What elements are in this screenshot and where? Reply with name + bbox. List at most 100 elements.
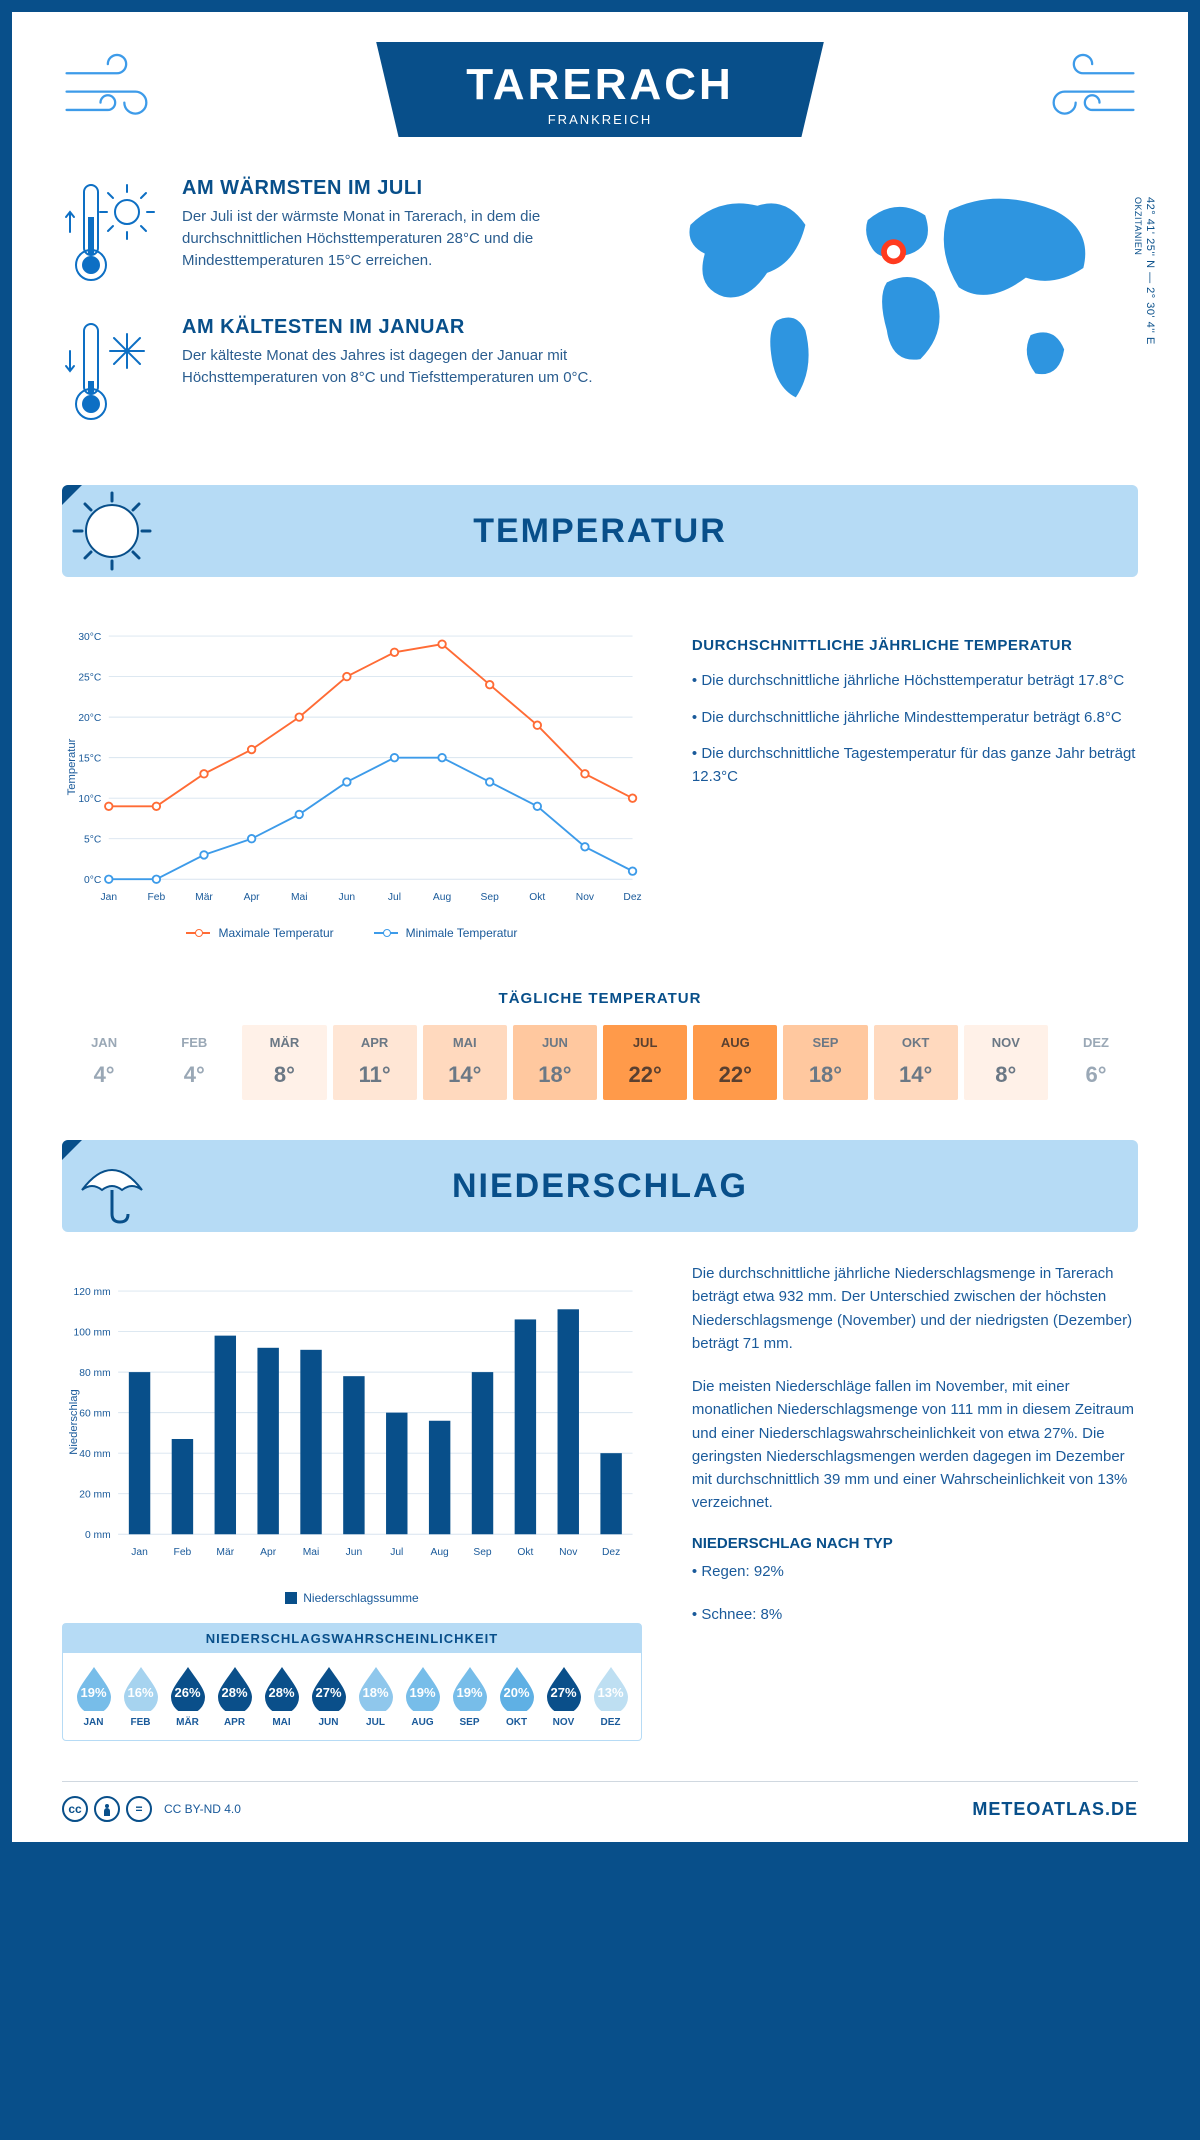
probability-cell: 19%JAN (71, 1665, 116, 1728)
probability-box: NIEDERSCHLAGSWAHRSCHEINLICHKEIT 19%JAN16… (62, 1623, 642, 1741)
sun-icon (70, 489, 154, 573)
svg-text:Feb: Feb (174, 1547, 192, 1558)
svg-text:Jun: Jun (346, 1547, 363, 1558)
svg-text:60 mm: 60 mm (79, 1408, 110, 1419)
page-subtitle: FRANKREICH (466, 112, 734, 127)
license-text: CC BY-ND 4.0 (164, 1802, 241, 1816)
daily-temp-cell: JAN4° (62, 1025, 146, 1100)
svg-text:Jan: Jan (131, 1547, 148, 1558)
daily-temp-cell: MAI14° (423, 1025, 507, 1100)
temperature-line-chart: 0°C5°C10°C15°C20°C25°C30°CJanFebMärAprMa… (62, 607, 642, 927)
wind-icon (62, 42, 172, 132)
daily-temp-cell: AUG22° (693, 1025, 777, 1100)
temp-legend: Maximale Temperatur Minimale Temperatur (62, 926, 642, 940)
daily-temp-cell: DEZ6° (1054, 1025, 1138, 1100)
precipitation-banner: NIEDERSCHLAG (62, 1140, 1138, 1232)
svg-text:15°C: 15°C (78, 753, 102, 764)
daily-temp-cell: JUL22° (603, 1025, 687, 1100)
probability-cell: 19%SEP (447, 1665, 492, 1728)
thermometer-hot-icon (62, 177, 162, 287)
warmest-title: AM WÄRMSTEN IM JULI (182, 177, 605, 200)
world-map-icon (645, 177, 1138, 407)
precip-type-bullet: • Schnee: 8% (692, 1603, 1138, 1626)
precip-legend: Niederschlagssumme (62, 1591, 642, 1605)
svg-text:80 mm: 80 mm (79, 1368, 110, 1379)
svg-text:Jul: Jul (388, 892, 401, 903)
temperature-banner: TEMPERATUR (62, 485, 1138, 577)
daily-temp-cell: OKT14° (874, 1025, 958, 1100)
probability-cell: 18%JUL (353, 1665, 398, 1728)
coordinates: 42° 41' 25'' N — 2° 30' 4'' E OKZITANIEN (1132, 197, 1156, 345)
svg-text:Jul: Jul (390, 1547, 403, 1558)
probability-cell: 28%MAI (259, 1665, 304, 1728)
page-title: TARERACH (466, 60, 734, 110)
umbrella-icon (72, 1146, 152, 1226)
daily-temp-cell: SEP18° (783, 1025, 867, 1100)
svg-text:120 mm: 120 mm (74, 1287, 111, 1298)
probability-cell: 19%AUG (400, 1665, 445, 1728)
svg-text:Dez: Dez (623, 892, 641, 903)
probability-title: NIEDERSCHLAGSWAHRSCHEINLICHKEIT (63, 1624, 641, 1653)
svg-text:Jan: Jan (100, 892, 117, 903)
svg-text:Mai: Mai (303, 1547, 320, 1558)
precipitation-bar-chart: 0 mm 20 mm 40 mm 60 mm 80 mm 100 mm 120 mm Jan F… (62, 1262, 642, 1582)
daily-temp-grid: JAN4°FEB4°MÄR8°APR11°MAI14°JUN18°JUL22°A… (62, 1025, 1138, 1100)
probability-cell: 27%JUN (306, 1665, 351, 1728)
daily-temp-cell: JUN18° (513, 1025, 597, 1100)
title-banner: TARERACH FRANKREICH (376, 42, 824, 137)
probability-cell: 20%OKT (494, 1665, 539, 1728)
svg-text:10°C: 10°C (78, 794, 102, 805)
svg-text:20°C: 20°C (78, 713, 102, 724)
coldest-text: Der kälteste Monat des Jahres ist dagege… (182, 345, 605, 389)
daily-temp-cell: MÄR8° (242, 1025, 326, 1100)
svg-text:Okt: Okt (529, 892, 545, 903)
svg-text:Apr: Apr (260, 1547, 277, 1558)
precip-type-title: NIEDERSCHLAG NACH TYP (692, 1535, 1138, 1552)
svg-text:Niederschlag: Niederschlag (68, 1389, 80, 1454)
svg-text:Feb: Feb (148, 892, 166, 903)
daily-temp-cell: FEB4° (152, 1025, 236, 1100)
svg-text:Jun: Jun (339, 892, 356, 903)
svg-text:Temperatur: Temperatur (66, 738, 78, 795)
svg-text:0 mm: 0 mm (85, 1530, 111, 1541)
svg-text:Mär: Mär (216, 1547, 234, 1558)
svg-text:Nov: Nov (576, 892, 595, 903)
svg-text:Aug: Aug (433, 892, 452, 903)
daily-temp-cell: APR11° (333, 1025, 417, 1100)
svg-text:Aug: Aug (431, 1547, 450, 1558)
svg-text:Dez: Dez (602, 1547, 620, 1558)
temperature-heading: TEMPERATUR (162, 512, 1138, 551)
cc-by-icon (94, 1796, 120, 1822)
probability-cell: 16%FEB (118, 1665, 163, 1728)
probability-cell: 13%DEZ (588, 1665, 633, 1728)
svg-text:Sep: Sep (473, 1547, 492, 1558)
annual-bullet: • Die durchschnittliche jährliche Mindes… (692, 707, 1138, 730)
svg-text:Okt: Okt (517, 1547, 533, 1558)
svg-text:20 mm: 20 mm (79, 1489, 110, 1500)
annual-bullet: • Die durchschnittliche Tagestemperatur … (692, 743, 1138, 788)
cc-icon: cc (62, 1796, 88, 1822)
precip-text: Die durchschnittliche jährliche Niedersc… (692, 1262, 1138, 1355)
svg-text:25°C: 25°C (78, 672, 102, 683)
svg-text:100 mm: 100 mm (74, 1327, 111, 1338)
annual-temp-title: DURCHSCHNITTLICHE JÄHRLICHE TEMPERATUR (692, 637, 1138, 654)
coldest-title: AM KÄLTESTEN IM JANUAR (182, 316, 605, 339)
daily-temp-cell: NOV8° (964, 1025, 1048, 1100)
daily-temp-title: TÄGLICHE TEMPERATUR (12, 990, 1188, 1007)
site-name: METEOATLAS.DE (972, 1799, 1138, 1820)
svg-text:40 mm: 40 mm (79, 1449, 110, 1460)
svg-text:Mai: Mai (291, 892, 308, 903)
svg-text:30°C: 30°C (78, 632, 102, 643)
annual-bullet: • Die durchschnittliche jährliche Höchst… (692, 670, 1138, 693)
precip-text: Die meisten Niederschläge fallen im Nove… (692, 1375, 1138, 1515)
probability-cell: 27%NOV (541, 1665, 586, 1728)
svg-text:5°C: 5°C (84, 834, 102, 845)
wind-icon (1028, 42, 1138, 132)
probability-cell: 28%APR (212, 1665, 257, 1728)
precip-type-bullet: • Regen: 92% (692, 1560, 1138, 1583)
warmest-text: Der Juli ist der wärmste Monat in Tarera… (182, 206, 605, 271)
svg-text:Apr: Apr (244, 892, 261, 903)
probability-cell: 26%MÄR (165, 1665, 210, 1728)
svg-text:Mär: Mär (195, 892, 213, 903)
cc-nd-icon: = (126, 1796, 152, 1822)
